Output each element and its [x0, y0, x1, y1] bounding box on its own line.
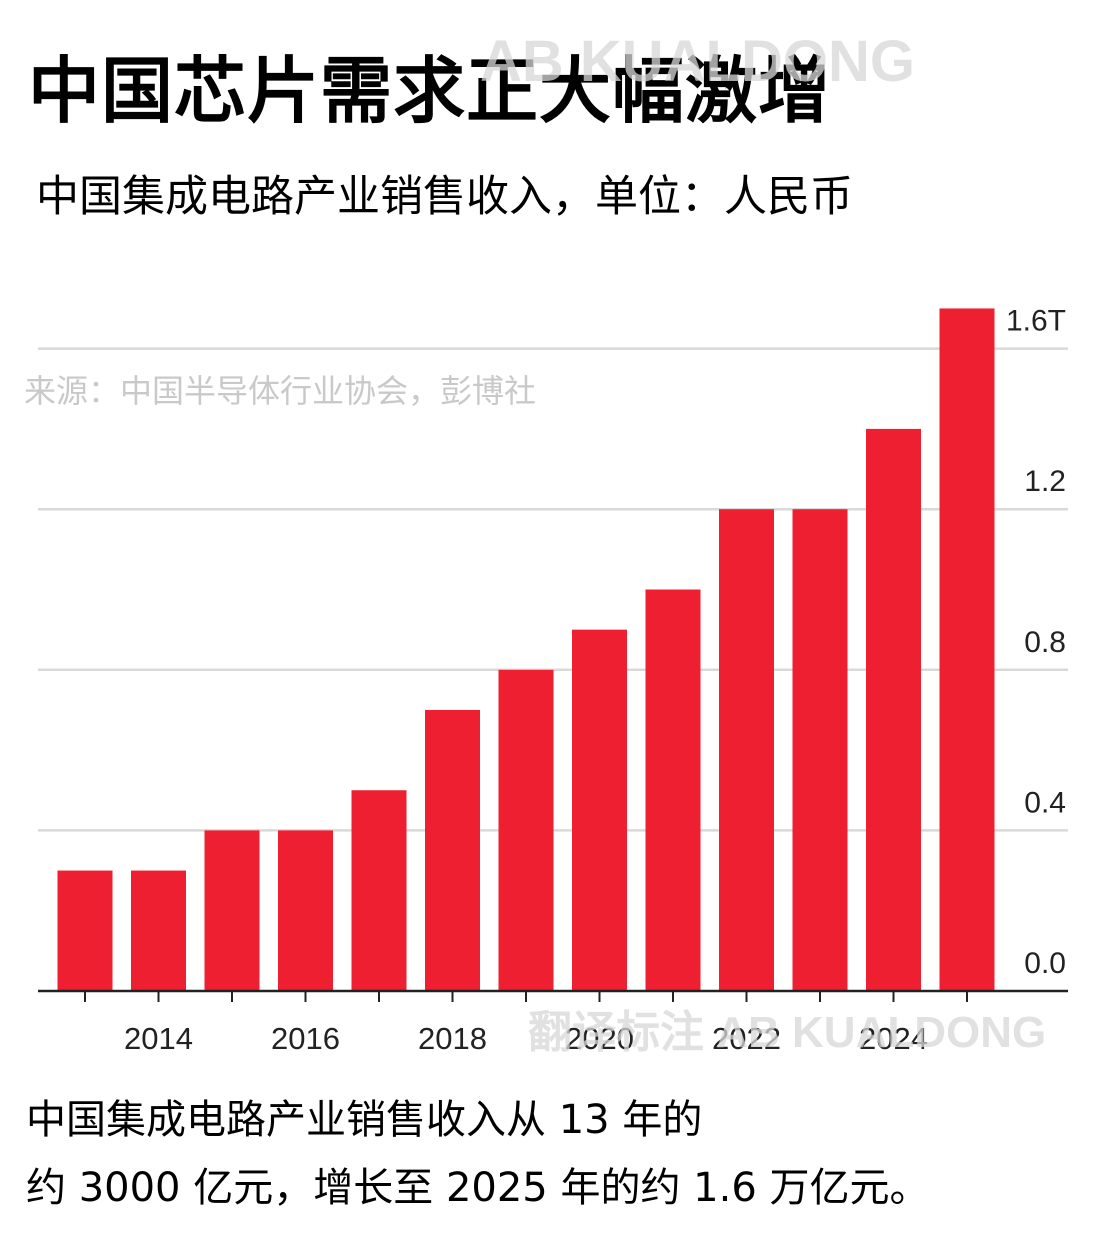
x-axis [38, 989, 1068, 1002]
chart-subtitle: 中国集成电路产业销售收入，单位：人民币 [36, 172, 853, 222]
bar-2017 [351, 790, 407, 991]
chart-title: 中国芯片需求正大幅激增 [28, 49, 832, 133]
caption: 中国集成电路产业销售收入从 13 年的 约 3000 亿元，增长至 2025 年… [26, 1086, 1096, 1222]
bar-2022 [719, 509, 774, 991]
watermark-bottom: 翻译标注 AB KUALDONG [528, 1008, 1047, 1057]
y-tick-label-4: 1.6T [1006, 305, 1066, 338]
x-axis-labels: 2014 2016 2018 2020 2022 2024 [124, 1021, 928, 1056]
y-tick-label-1: 0.4 [1024, 786, 1066, 819]
y-tick-label-2: 0.8 [1024, 626, 1066, 659]
caption-line-2: 约 3000 亿元，增长至 2025 年的约 1.6 万亿元。 [26, 1165, 930, 1211]
y-axis-labels: 0.0 0.4 0.8 1.2 1.6T [1006, 305, 1066, 980]
x-tick-label-2018: 2018 [418, 1021, 487, 1056]
bar-2019 [498, 669, 554, 991]
bar-chart: 0.0 0.4 0.8 1.2 1.6T 2014 2016 2018 2020 2022 202… [38, 305, 1068, 1056]
caption-line-1: 中国集成电路产业销售收入从 13 年的 [26, 1097, 703, 1143]
bar-2025 [939, 308, 995, 991]
y-tick-label-0: 0.0 [1024, 947, 1066, 980]
bars [57, 308, 995, 991]
watermark-top: AB KUALDONG [480, 29, 915, 94]
bar-2014 [131, 870, 186, 991]
bar-2015 [204, 830, 260, 991]
x-tick-label-2020: 2020 [565, 1021, 634, 1056]
source-note: 来源：中国半导体行业协会，彭博社 [24, 372, 537, 410]
bar-2021 [645, 589, 701, 991]
bar-2018 [425, 709, 480, 991]
bar-2024 [866, 428, 921, 991]
x-tick-label-2022: 2022 [712, 1021, 781, 1056]
x-tick-label-2014: 2014 [124, 1021, 193, 1056]
x-tick-label-2016: 2016 [271, 1021, 340, 1056]
bar-2016 [278, 830, 333, 991]
bar-2023 [792, 509, 848, 991]
bar-2020 [572, 629, 627, 991]
x-tick-label-2024: 2024 [859, 1021, 928, 1056]
bar-2013 [57, 870, 113, 991]
y-tick-label-3: 1.2 [1024, 465, 1066, 498]
